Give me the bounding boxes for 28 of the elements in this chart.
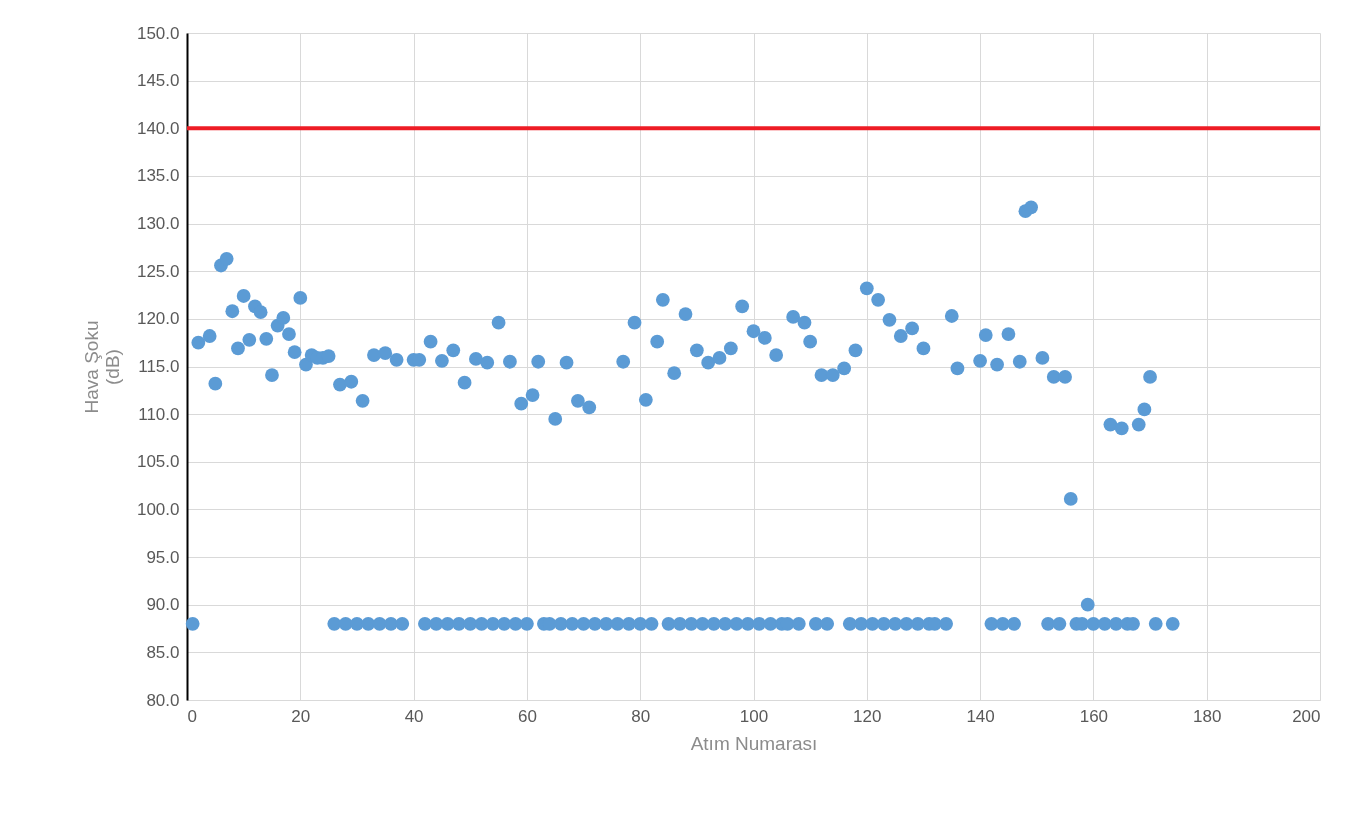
x-axis-title: Atım Numarası (690, 732, 818, 754)
y-tick-label: 110.0 (138, 404, 180, 424)
x-tick-label: 140 (966, 706, 995, 726)
y-tick-label: 90.0 (146, 595, 180, 615)
x-tick-label: 160 (1079, 706, 1109, 726)
y-tick-label: 140.0 (136, 118, 180, 138)
y-tick-label: 145.0 (136, 71, 180, 91)
y-tick-label: 85.0 (146, 642, 180, 662)
x-tick-label: 80 (631, 706, 651, 726)
x-tick-label: 200 (1292, 706, 1321, 726)
x-tick-label: 100 (739, 706, 769, 726)
y-tick-label: 125.0 (136, 261, 180, 281)
y-axis-title: Hava Şoku (dB) (80, 320, 123, 414)
y-tick-label: 95.0 (146, 547, 180, 567)
y-tick-label: 135.0 (136, 166, 180, 186)
y-tick-label: 150.0 (136, 23, 180, 43)
x-tick-label: 120 (853, 706, 882, 726)
y-tick-label: 120.0 (136, 309, 180, 329)
y-tick-label: 80.0 (146, 690, 180, 710)
y-tick-label: 105.0 (136, 452, 180, 472)
x-tick-label: 40 (404, 706, 424, 726)
x-tick-label: 0 (187, 706, 197, 726)
y-tick-label: 100.0 (136, 499, 180, 519)
x-tick-label: 60 (517, 706, 537, 726)
y-tick-label: 130.0 (136, 214, 180, 234)
x-tick-label: 20 (291, 706, 311, 726)
y-tick-label: 115.0 (138, 357, 180, 376)
x-tick-label: 180 (1193, 706, 1222, 726)
